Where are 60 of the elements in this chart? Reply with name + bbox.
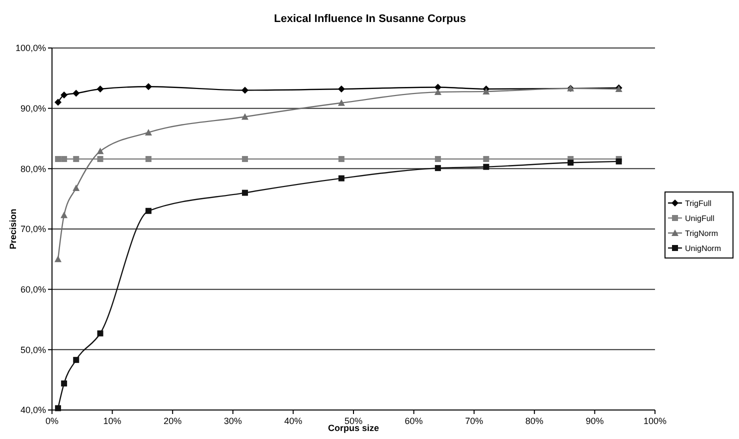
point: [54, 256, 62, 262]
point: [72, 90, 80, 97]
point: [568, 160, 574, 166]
chart-title: Lexical Influence In Susanne Corpus: [274, 13, 466, 25]
point: [55, 405, 62, 412]
point: [338, 86, 345, 93]
point: [73, 356, 80, 363]
x-tick-label: 90%: [586, 416, 604, 426]
point: [242, 190, 248, 196]
y-tick-label: 80,0%: [20, 164, 46, 174]
point: [338, 99, 345, 106]
x-tick-label: 20%: [164, 416, 182, 426]
y-tick-label: 70,0%: [20, 224, 46, 234]
y-tick-label: 100,0%: [15, 43, 46, 54]
point: [483, 164, 490, 170]
point: [60, 212, 68, 218]
point: [241, 86, 248, 94]
point: [96, 86, 104, 93]
x-tick-label: 10%: [103, 416, 122, 426]
x-tick-label: 80%: [525, 416, 544, 426]
point: [434, 165, 441, 172]
x-tick-label: 50%: [344, 416, 363, 426]
point: [55, 156, 62, 162]
x-tick-label: 0%: [45, 416, 59, 426]
x-tick-label: 100%: [643, 416, 667, 426]
legend-label: TrigFull: [685, 198, 712, 208]
legend-label: UnigNorm: [685, 244, 722, 253]
point: [434, 156, 441, 162]
point: [144, 83, 152, 90]
point: [97, 156, 104, 162]
point: [72, 184, 80, 191]
point: [242, 156, 248, 162]
point: [54, 98, 62, 106]
point: [61, 156, 68, 162]
point: [338, 156, 344, 162]
point: [61, 380, 68, 386]
x-tick-label: 60%: [404, 416, 423, 426]
point: [96, 148, 104, 154]
point: [60, 92, 68, 99]
point: [483, 156, 490, 162]
y-tick-label: 50,0%: [20, 344, 46, 355]
point: [145, 156, 152, 162]
x-tick-label: 40%: [284, 416, 302, 426]
point: [145, 208, 152, 214]
x-tick-label: 70%: [465, 416, 484, 426]
point: [97, 330, 104, 336]
point: [144, 128, 152, 136]
y-tick-label: 40,0%: [20, 405, 46, 416]
point: [241, 113, 248, 120]
legend-label: UnigFull: [685, 214, 715, 223]
legend-label: TrigNorm: [685, 228, 718, 238]
x-tick-label: 30%: [224, 416, 242, 426]
x-axis-title: Corpus size: [328, 423, 380, 433]
y-axis-title: Precision: [8, 208, 18, 250]
point: [73, 156, 80, 162]
point: [434, 88, 442, 96]
y-tick-label: 90,0%: [20, 103, 46, 114]
point: [434, 84, 442, 91]
point: [338, 175, 344, 182]
y-tick-label: 60,0%: [20, 284, 46, 294]
